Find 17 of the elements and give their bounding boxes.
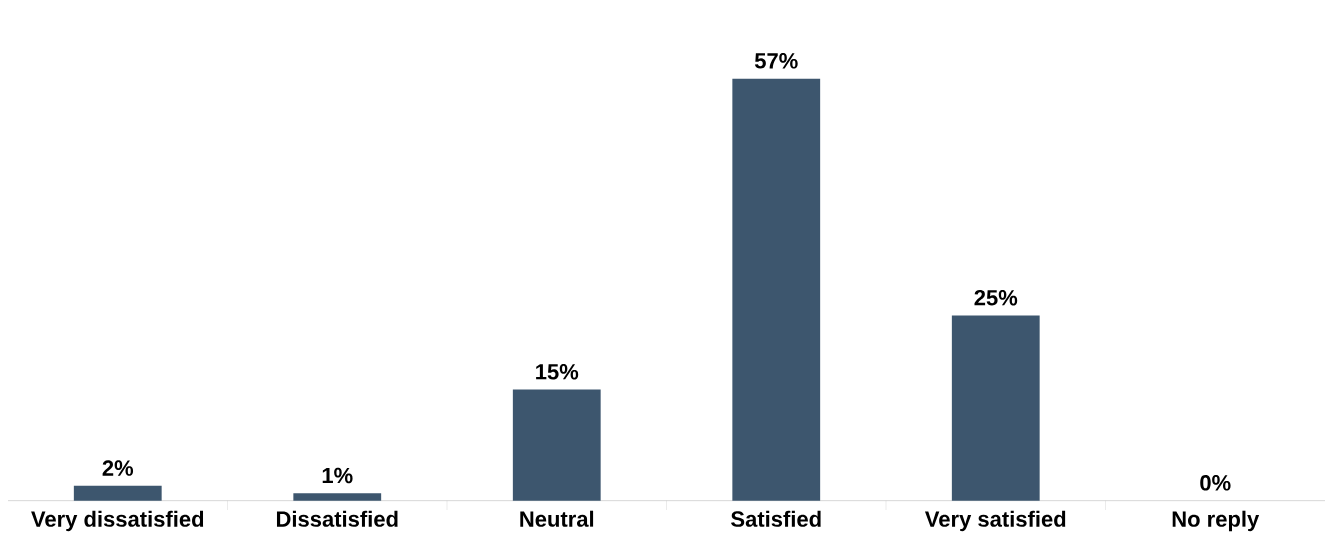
x-tick-label: Very dissatisfied — [31, 510, 204, 532]
bar — [512, 389, 601, 501]
data-label: 0% — [1200, 475, 1231, 491]
data-label: 25% — [974, 289, 1018, 306]
x-tick-label: Dissatisfied — [276, 510, 398, 527]
bar — [732, 78, 821, 501]
bar — [73, 485, 162, 501]
data-label: 1% — [322, 467, 353, 484]
x-tick-label: Neutral — [520, 510, 594, 527]
x-tick-label: Very satisfied — [924, 510, 1066, 532]
data-label: 57% — [754, 53, 798, 69]
x-tick-label: No reply — [1172, 510, 1260, 532]
bar — [951, 315, 1040, 501]
bar — [293, 493, 382, 501]
data-label: 2% — [102, 460, 134, 476]
data-label: 15% — [536, 364, 579, 380]
x-tick-label: Satisfied — [731, 510, 821, 527]
